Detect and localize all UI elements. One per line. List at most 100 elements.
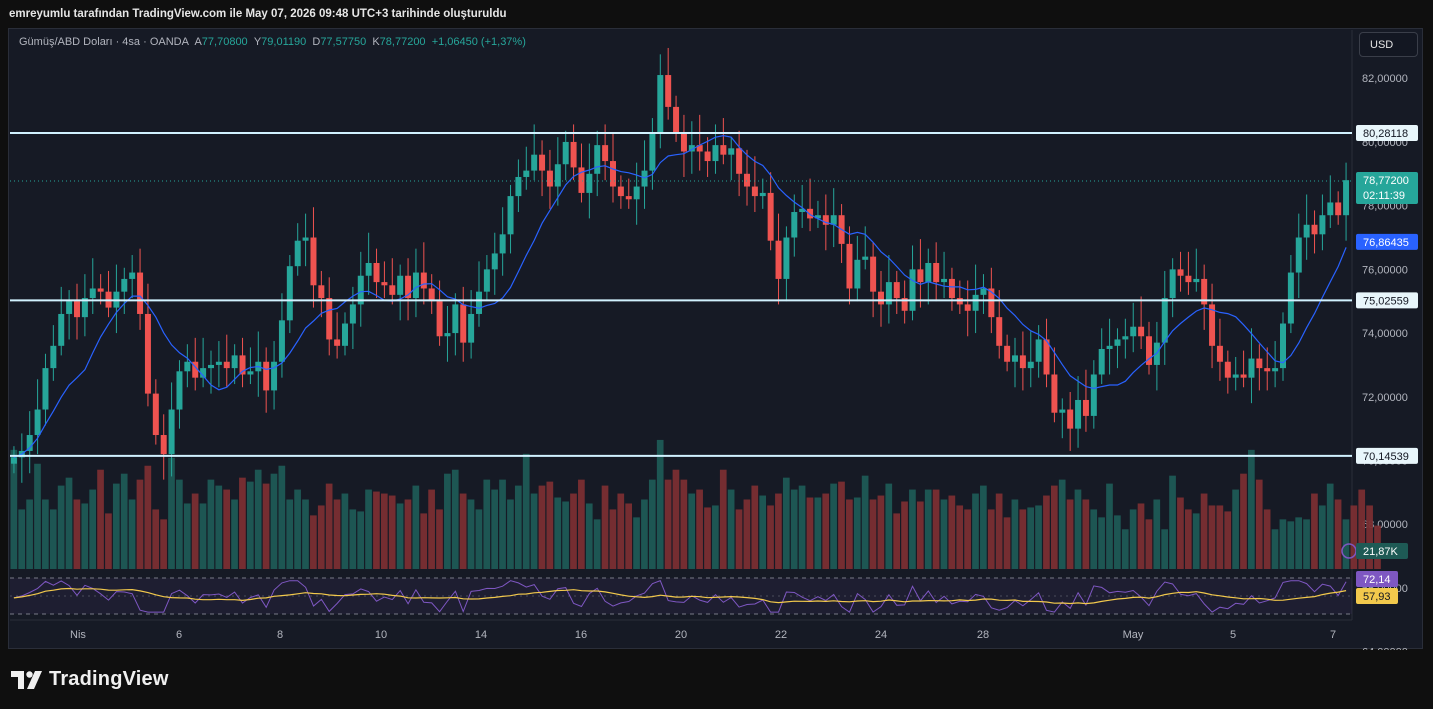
candle-body [562, 141, 569, 165]
candle-body [1311, 224, 1318, 235]
candle-body [1122, 336, 1129, 340]
symbol-label[interactable]: Gümüş/ABD Doları · 4sa · OANDA [19, 36, 189, 48]
volume-bar [254, 469, 262, 569]
candle-body [326, 298, 333, 340]
candle-body [759, 192, 766, 197]
high-value: 79,01190 [261, 36, 307, 48]
volume-bar [719, 469, 727, 569]
candle-body [468, 313, 475, 343]
volume-bar [1224, 511, 1232, 569]
candle-body [807, 208, 814, 219]
candle-body [1240, 374, 1247, 378]
volume-bar [507, 499, 514, 569]
volume-bar [1200, 493, 1208, 569]
candle-body [42, 368, 49, 410]
candle-body [129, 272, 136, 279]
candle-body [420, 272, 427, 289]
candle-body [1303, 224, 1310, 238]
candle-body [751, 186, 758, 197]
volume-bar [956, 505, 964, 569]
candle-body [925, 262, 932, 283]
volume-bar [1114, 515, 1121, 569]
candle-body [412, 272, 419, 299]
candle-body [389, 285, 396, 295]
x-tick-label: 5 [1230, 629, 1236, 641]
candle-body [814, 215, 821, 219]
x-tick-label: May [1123, 629, 1144, 641]
candle-body [539, 154, 546, 171]
level-price-label: 70,14539 [1363, 451, 1409, 463]
volume-bar [1153, 499, 1161, 569]
candle-body [1177, 269, 1184, 276]
volume-bar [231, 499, 238, 569]
candle-body [444, 333, 451, 337]
volume-bar [1311, 493, 1318, 569]
candle-body [302, 237, 309, 241]
volume-bar [1074, 489, 1082, 569]
volume-bar [570, 493, 577, 569]
volume-value-tag [1356, 543, 1408, 559]
volume-bar [830, 483, 837, 569]
volume-bar [341, 493, 349, 569]
level-price-label: 80,28118 [1363, 128, 1408, 140]
tradingview-logo[interactable]: TradingView [11, 668, 169, 691]
candle-body [688, 145, 695, 152]
ohlc-legend: Gümüş/ABD Doları · 4sa · OANDA A77,70800… [19, 36, 526, 48]
volume-bar [333, 499, 341, 569]
volume-bar [656, 439, 664, 569]
volume-bar [428, 489, 435, 569]
volume-bar [1050, 485, 1058, 569]
volume-bar [215, 485, 223, 569]
volume-bar [995, 493, 1003, 569]
volume-bar [633, 517, 640, 569]
volume-bar [223, 489, 231, 569]
candle-body [736, 148, 743, 174]
volume-bar [743, 499, 751, 569]
volume-bar [451, 469, 459, 569]
candle-body [680, 132, 687, 152]
volume-bar [648, 479, 656, 569]
candle-body [491, 253, 498, 270]
snapshot-title: emreyumlu tarafından TradingView.com ile… [9, 8, 507, 20]
volume-bar [704, 507, 711, 569]
volume-bar [1255, 479, 1263, 569]
volume-bar [1366, 505, 1373, 569]
volume-bar [349, 509, 357, 569]
volume-bar [49, 509, 57, 569]
candle-body [1012, 355, 1018, 362]
volume-bar [1216, 505, 1224, 569]
volume-bar [81, 503, 89, 569]
candle-body [278, 320, 285, 362]
candle-body [767, 192, 774, 241]
volume-bar [838, 481, 845, 569]
currency-button[interactable]: USD [1359, 32, 1418, 57]
candle-body [208, 364, 214, 369]
candle-body [97, 288, 104, 292]
candle-body [271, 361, 278, 391]
volume-bar [641, 499, 648, 569]
candle-body [893, 282, 900, 299]
x-tick-label: 10 [375, 629, 387, 641]
candle-body [1114, 339, 1121, 346]
candle-body [121, 278, 128, 292]
last-price-tag [1356, 172, 1418, 205]
countdown-label: 02:11:39 [1363, 190, 1405, 202]
candle-body [696, 145, 703, 152]
candle-body [972, 294, 979, 311]
volume-bar [26, 499, 33, 569]
volume-bar [42, 499, 49, 569]
candle-body [570, 141, 577, 168]
volume-bar [1043, 495, 1050, 569]
candle-body [988, 288, 995, 318]
close-value: 78,77200 [379, 36, 426, 48]
candle-body [617, 186, 624, 197]
volume-bar [1027, 507, 1035, 569]
candle-body [263, 361, 270, 391]
candle-body [1280, 323, 1286, 369]
volume-bar [246, 481, 254, 569]
x-tick-label: Nis [70, 629, 86, 641]
volume-bar [1334, 499, 1342, 569]
volume-bar [183, 503, 191, 569]
volume-bar [775, 493, 782, 569]
